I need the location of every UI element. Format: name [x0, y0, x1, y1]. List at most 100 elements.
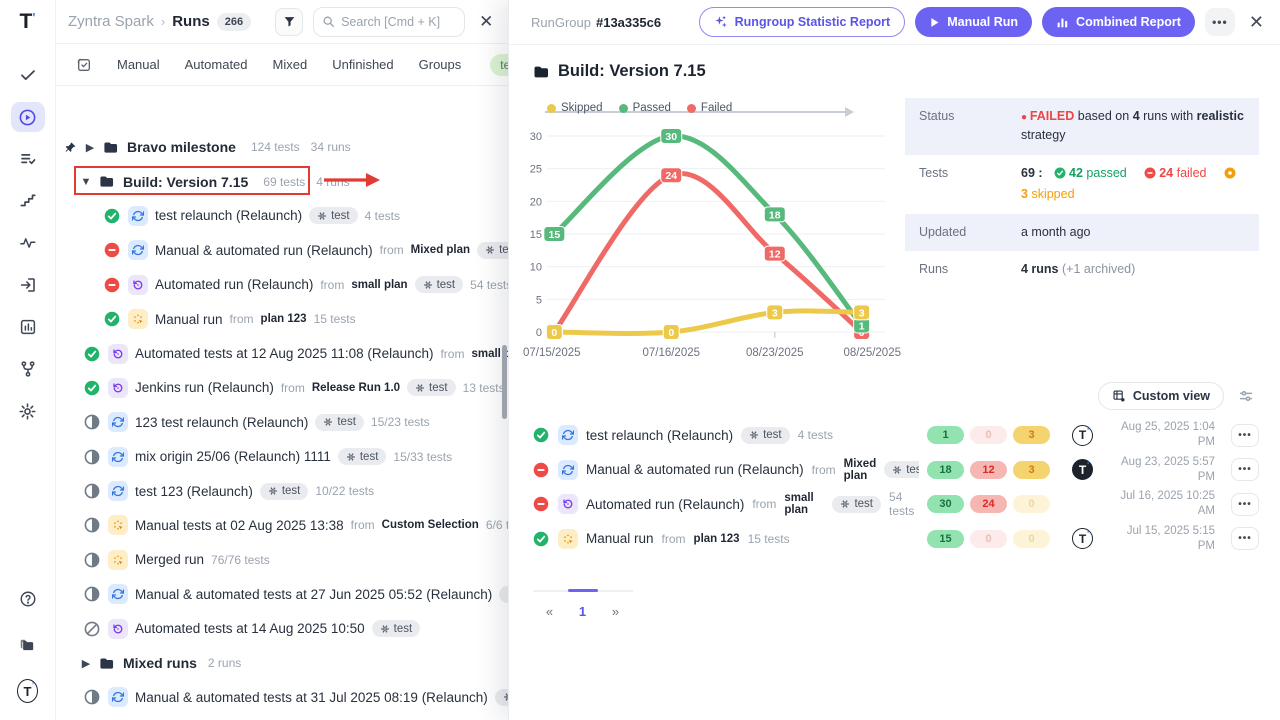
test-tag[interactable]: test [477, 241, 508, 259]
test-tag[interactable]: test [371, 620, 421, 638]
test-tag[interactable]: test [259, 482, 309, 500]
run-row[interactable]: test relaunch (Relaunch) test 4 tests [56, 199, 508, 233]
legend-dot [686, 103, 696, 113]
activity-icon[interactable] [11, 228, 45, 258]
app-logo[interactable]: T' [19, 10, 36, 33]
row-menu-button[interactable]: ••• [1231, 527, 1259, 551]
help-icon[interactable] [11, 584, 45, 614]
run-row[interactable]: Automated tests at 14 Aug 2025 10:50 test [56, 611, 508, 645]
test-tag[interactable]: test [741, 426, 790, 444]
test-tag[interactable]: test [315, 413, 364, 431]
scrollbar[interactable] [502, 345, 507, 419]
import-icon[interactable] [11, 270, 45, 300]
table-gear-icon [1113, 390, 1125, 402]
test-tag[interactable]: test [309, 207, 358, 225]
run-row[interactable]: mix origin 25/06 (Relaunch) 1111 test 15/3… [56, 440, 508, 474]
canceled-icon [84, 621, 101, 637]
search-input[interactable] [341, 14, 452, 29]
steps-icon[interactable] [11, 186, 45, 216]
sliders-icon[interactable] [1238, 388, 1254, 404]
play-circle-icon[interactable] [10, 102, 45, 132]
runs-panel: Zyntra Spark › Runs 266 ✕ Manual Automate… [56, 0, 559, 720]
runs-count-badge: 266 [216, 12, 252, 31]
pagination-page-1[interactable]: 1 [578, 604, 587, 619]
search-box[interactable] [313, 6, 466, 37]
manual-run-button[interactable]: Manual Run [915, 7, 1033, 37]
folder-row[interactable]: ▶ Bravo milestone 124 tests 34 runs [56, 130, 508, 164]
custom-view-button[interactable]: Custom view [1097, 382, 1224, 410]
passed-icon [84, 380, 101, 396]
svg-text:0: 0 [668, 327, 674, 339]
folder-row[interactable]: ▼ Build: Version 7.15 69 tests 4 runs [56, 164, 508, 198]
legend-passed[interactable]: Passed [618, 102, 671, 114]
chevron-right-icon[interactable]: ▶ [81, 657, 91, 670]
rungroup-run-row[interactable]: Automated run (Relaunch) from small plan te… [533, 487, 1259, 522]
test-tag[interactable]: te [499, 585, 508, 603]
check-icon[interactable] [11, 60, 45, 90]
test-tag[interactable]: test [832, 495, 882, 513]
skip-count-badge: 3 [1013, 460, 1050, 479]
avatar[interactable]: T ' [1072, 424, 1093, 446]
projects-icon[interactable] [11, 630, 45, 660]
panel-close-icon[interactable]: ✕ [479, 12, 494, 31]
run-row[interactable]: test 123 (Relaunch) test 10/22 tests [56, 474, 508, 508]
rungroup-run-row[interactable]: Manual run from plan 123 15 tests 15 0 0 T ' Jul … [533, 522, 1259, 557]
run-row[interactable]: Manual run from plan 123 15 tests [56, 302, 508, 336]
breadcrumb-project[interactable]: Zyntra Spark [68, 13, 154, 30]
close-icon[interactable]: ✕ [1248, 11, 1264, 32]
svg-text:12: 12 [769, 249, 781, 261]
pagination-next[interactable]: » [611, 604, 620, 619]
select-all-icon[interactable] [76, 57, 92, 73]
rungroup-run-row[interactable]: test relaunch (Relaunch) test 4 tests 1 0 3 T '… [533, 418, 1259, 453]
folder-row[interactable]: ▶ Mixed runs 2 runs [81, 655, 242, 672]
statistic-report-button[interactable]: Rungroup Statistic Report [698, 7, 906, 37]
run-row[interactable]: Manual & automated tests at 27 Jun 2025 … [56, 577, 508, 611]
pass-count-badge: 30 [927, 495, 964, 514]
chevron-right-icon[interactable]: ▶ [85, 141, 95, 154]
avatar[interactable]: T ' [1072, 459, 1093, 481]
legend-dot [547, 103, 556, 113]
legend-skipped[interactable]: Skipped [547, 102, 603, 114]
tab-unfinished[interactable]: Unfinished [332, 57, 394, 72]
test-tag[interactable]: test [337, 448, 387, 466]
svg-text:24: 24 [665, 170, 677, 182]
run-row[interactable]: Manual & automated run (Relaunch) from Mix… [56, 233, 508, 267]
more-actions-button[interactable]: ••• [1204, 8, 1235, 36]
avatar[interactable]: T ' [1072, 528, 1093, 550]
tab-groups[interactable]: Groups [418, 57, 462, 72]
breadcrumb-section[interactable]: Runs [172, 13, 210, 30]
relaunch-icon [558, 459, 578, 480]
run-row[interactable]: Merged run 76/76 tests [56, 543, 508, 577]
rungroup-panel: RunGroup #13a335c6 Rungroup Statistic Re… [508, 0, 1280, 720]
settings-icon[interactable] [11, 396, 45, 426]
breadcrumb[interactable]: Zyntra Spark › Runs 266 [68, 12, 252, 31]
run-row[interactable]: 123 test relaunch (Relaunch) test 15/23 te… [56, 405, 508, 439]
run-row[interactable]: Manual & automated tests at 31 Jul 2025 … [56, 680, 508, 714]
test-tag[interactable]: test [494, 688, 508, 706]
rungroup-run-row[interactable]: Manual & automated run (Relaunch) from Mix… [533, 453, 1259, 488]
test-tag[interactable]: test [414, 276, 464, 294]
report-icon[interactable] [11, 312, 45, 342]
tab-automated[interactable]: Automated [184, 57, 248, 72]
combined-report-button[interactable]: Combined Report [1042, 7, 1195, 37]
row-menu-button[interactable]: ••• [1231, 423, 1259, 447]
run-row[interactable]: Manual tests at 02 Aug 2025 13:38 from Cus… [56, 508, 508, 542]
run-name: Automated tests at 12 Aug 2025 11:08 (Re… [135, 346, 434, 362]
chevron-down-icon[interactable]: ▼ [80, 175, 92, 188]
test-tag[interactable]: test [407, 379, 456, 397]
list-check-icon[interactable] [11, 144, 45, 174]
run-row[interactable]: Automated tests at 12 Aug 2025 11:08 (Re… [56, 336, 508, 370]
run-row[interactable]: Automated run (Relaunch) from small plan te… [56, 268, 508, 302]
row-menu-button[interactable]: ••• [1231, 492, 1259, 516]
tab-mixed[interactable]: Mixed [272, 57, 308, 72]
run-row[interactable]: Jenkins run (Relaunch) from Release Run 1.… [56, 371, 508, 405]
legend-failed[interactable]: Failed [686, 102, 732, 114]
run-name: 123 test relaunch (Relaunch) [135, 414, 309, 430]
tab-manual[interactable]: Manual [117, 57, 160, 72]
test-tag[interactable]: test [884, 461, 919, 479]
user-avatar[interactable]: T ' [11, 676, 45, 706]
branch-icon[interactable] [11, 354, 45, 384]
pagination-prev[interactable]: « [545, 604, 554, 619]
row-menu-button[interactable]: ••• [1231, 458, 1259, 482]
filter-button[interactable] [275, 7, 304, 36]
